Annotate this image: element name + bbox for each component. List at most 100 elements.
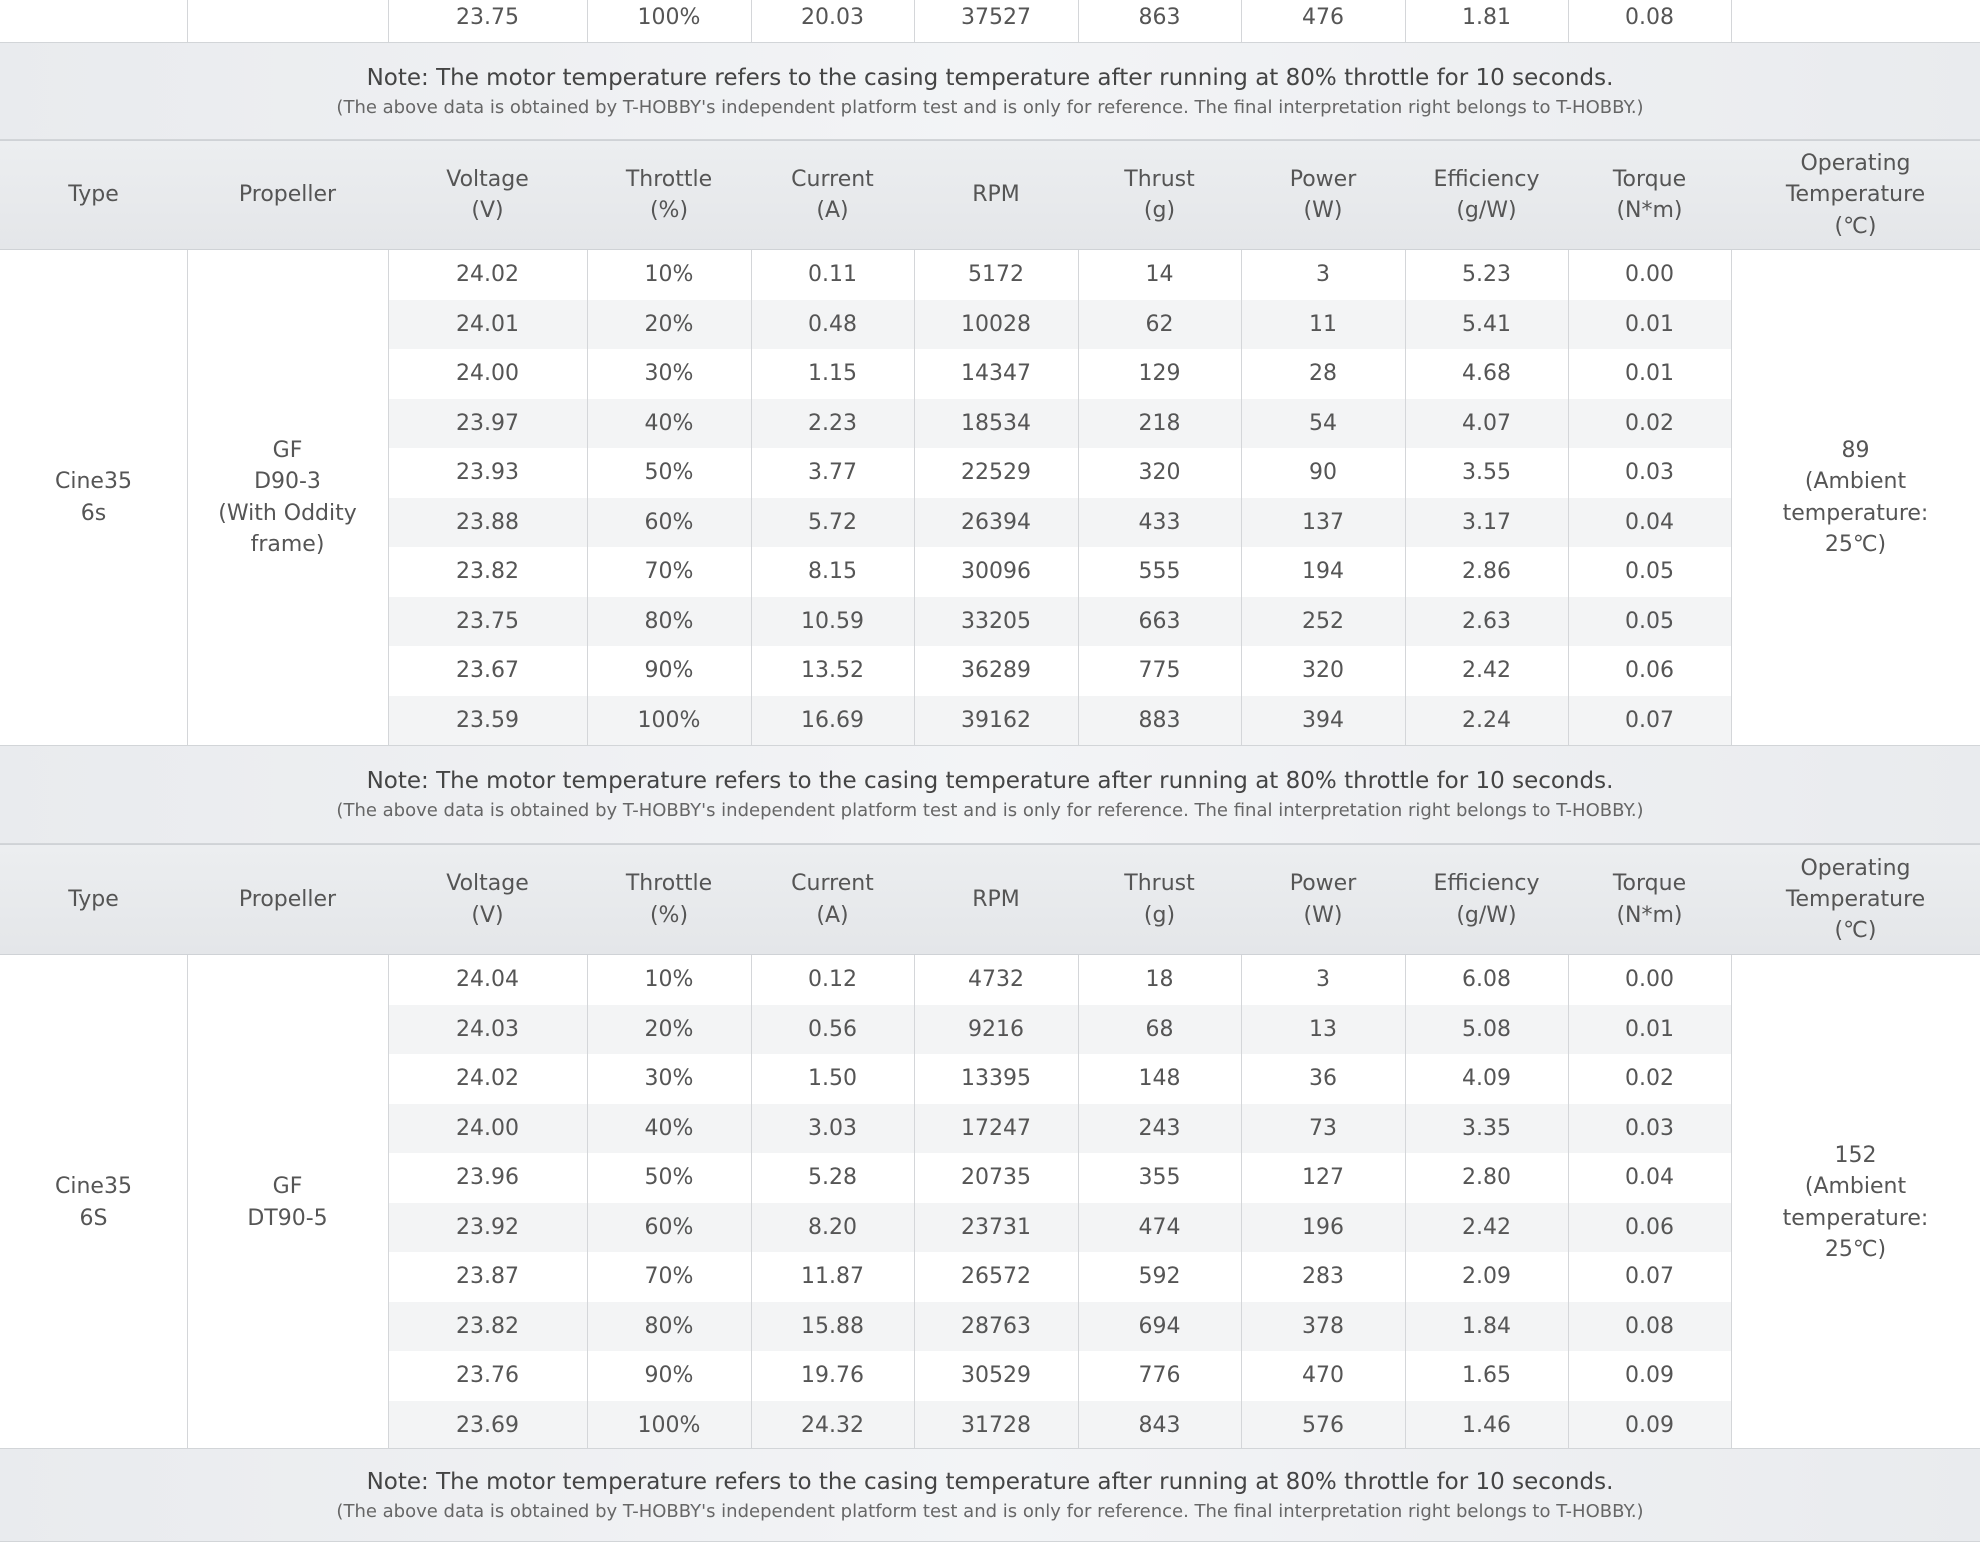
data-cell: 11.87 — [801, 1264, 864, 1290]
header-row — [0, 844, 1980, 955]
data-cell: 14347 — [961, 361, 1031, 387]
row-stripe — [388, 1301, 1731, 1351]
divider — [914, 955, 915, 1450]
header-cell: Voltage (V) — [446, 166, 529, 223]
data-cell: 20% — [644, 311, 694, 337]
data-cell: 23.97 — [456, 410, 519, 436]
header-cell: Operating Temperature (℃) — [1785, 151, 1926, 239]
divider — [388, 0, 389, 42]
data-cell: 433 — [1138, 509, 1181, 535]
data-cell: 24.04 — [456, 967, 519, 993]
data-cell: 2.09 — [1462, 1264, 1511, 1290]
data-cell: 23.75 — [456, 4, 519, 30]
data-cell: 3.35 — [1462, 1115, 1511, 1141]
data-cell: 4.09 — [1462, 1066, 1511, 1092]
propeller-cell: GF D90-3 (With Oddity frame) — [218, 438, 357, 557]
data-cell: 24.00 — [456, 361, 519, 387]
data-cell: 129 — [1138, 361, 1181, 387]
note-text: Note: The motor temperature refers to th… — [366, 1468, 1614, 1495]
data-cell: 5.08 — [1462, 1016, 1511, 1042]
data-cell: 776 — [1138, 1363, 1181, 1389]
note-text: Note: The motor temperature refers to th… — [366, 64, 1614, 91]
header-cell: Current (A) — [791, 166, 874, 223]
divider — [187, 955, 188, 1450]
data-cell: 10% — [644, 967, 694, 993]
data-cell: 20% — [644, 1016, 694, 1042]
data-cell: 90% — [644, 1363, 694, 1389]
header-cell: Throttle (%) — [625, 871, 713, 928]
data-cell: 23.82 — [456, 1313, 519, 1339]
data-cell: 20.03 — [801, 4, 864, 30]
data-cell: 26572 — [961, 1264, 1031, 1290]
data-cell: 0.09 — [1625, 1412, 1674, 1438]
header-cell: Torque (N*m) — [1612, 166, 1687, 223]
data-cell: 0.48 — [808, 311, 857, 337]
data-cell: 194 — [1302, 559, 1344, 585]
divider — [1568, 955, 1569, 1450]
data-cell: 218 — [1138, 410, 1181, 436]
type-cell: Cine35 6S — [55, 1174, 132, 1231]
note-block: Note: The motor temperature refers to th… — [0, 1448, 1980, 1542]
propeller-cell: GF DT90-5 — [247, 1174, 328, 1231]
divider — [1078, 0, 1079, 42]
data-cell: 3.03 — [808, 1115, 857, 1141]
data-cell: 23.59 — [456, 707, 519, 733]
note-block: Note: The motor temperature refers to th… — [0, 42, 1980, 140]
row-stripe — [388, 1400, 1731, 1450]
data-cell: 0.01 — [1625, 361, 1674, 387]
data-cell: 14 — [1145, 262, 1174, 288]
data-cell: 3.17 — [1462, 509, 1511, 535]
data-cell: 80% — [644, 1313, 694, 1339]
data-cell: 0.09 — [1625, 1363, 1674, 1389]
data-cell: 2.42 — [1462, 658, 1511, 684]
data-cell: 576 — [1302, 1412, 1344, 1438]
data-cell: 70% — [644, 559, 694, 585]
data-cell: 863 — [1138, 4, 1181, 30]
data-cell: 555 — [1138, 559, 1181, 585]
data-cell: 243 — [1138, 1115, 1181, 1141]
data-cell: 196 — [1302, 1214, 1344, 1240]
data-cell: 28763 — [961, 1313, 1031, 1339]
data-cell: 0.08 — [1625, 1313, 1674, 1339]
data-cell: 1.81 — [1462, 4, 1511, 30]
divider — [587, 955, 588, 1450]
data-cell: 252 — [1302, 608, 1344, 634]
divider — [1405, 955, 1406, 1450]
header-cell: Throttle (%) — [625, 166, 713, 223]
data-cell: 26394 — [961, 509, 1031, 535]
data-cell: 80% — [644, 608, 694, 634]
data-cell: 592 — [1138, 1264, 1181, 1290]
data-cell: 6.08 — [1462, 967, 1511, 993]
data-cell: 1.65 — [1462, 1363, 1511, 1389]
data-cell: 4.68 — [1462, 361, 1511, 387]
data-cell: 40% — [644, 410, 694, 436]
data-cell: 17247 — [961, 1115, 1031, 1141]
row-stripe — [388, 398, 1731, 448]
data-cell: 4732 — [968, 967, 1024, 993]
header-row — [0, 140, 1980, 250]
data-cell: 320 — [1138, 460, 1181, 486]
data-cell: 50% — [644, 1165, 694, 1191]
data-cell: 24.32 — [801, 1412, 864, 1438]
header-cell: RPM — [972, 886, 1020, 912]
data-cell: 5.41 — [1462, 311, 1511, 337]
data-cell: 10.59 — [801, 608, 864, 634]
data-cell: 23731 — [961, 1214, 1031, 1240]
data-cell: 8.15 — [808, 559, 857, 585]
divider — [388, 250, 389, 745]
data-cell: 0.08 — [1625, 4, 1674, 30]
divider — [187, 250, 188, 745]
data-cell: 1.46 — [1462, 1412, 1511, 1438]
data-cell: 694 — [1138, 1313, 1181, 1339]
data-cell: 24.03 — [456, 1016, 519, 1042]
data-cell: 54 — [1309, 410, 1337, 436]
data-cell: 5172 — [968, 262, 1024, 288]
divider — [1731, 0, 1732, 42]
data-cell: 127 — [1302, 1165, 1344, 1191]
data-cell: 30529 — [961, 1363, 1031, 1389]
data-cell: 470 — [1302, 1363, 1344, 1389]
data-cell: 355 — [1138, 1165, 1181, 1191]
header-cell: Operating Temperature (℃) — [1785, 855, 1926, 944]
data-cell: 2.42 — [1462, 1214, 1511, 1240]
data-cell: 3.77 — [808, 460, 857, 486]
